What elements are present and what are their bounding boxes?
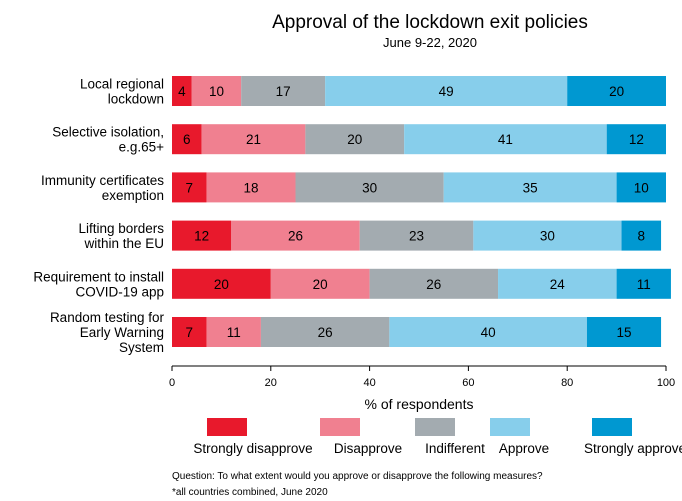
- x-tick-label: 100: [657, 377, 675, 389]
- bar-segment: [621, 220, 662, 251]
- bar-value-label: 24: [550, 277, 566, 292]
- bar-value-label: 35: [523, 180, 538, 195]
- bar-value-label: 11: [227, 325, 241, 340]
- x-tick-label: 60: [462, 377, 474, 389]
- bar-segment: [325, 76, 568, 106]
- question-note: Question: To what extent would you appro…: [172, 471, 543, 482]
- bar-value-label: 12: [629, 132, 644, 147]
- bar-segment: [201, 124, 306, 155]
- bar-segment: [606, 124, 666, 155]
- legend-label: Approve: [499, 441, 549, 456]
- bar-value-label: 21: [246, 132, 261, 147]
- bar-segment: [586, 317, 662, 347]
- footnote: *all countries combined, June 2020: [172, 487, 328, 498]
- x-tick-label: 20: [265, 377, 277, 389]
- bar-segment: [231, 220, 360, 251]
- bar-segment: [191, 76, 242, 106]
- bar-value-label: 40: [481, 325, 496, 340]
- category-label: Requirement to install COVID-19 app: [33, 269, 164, 299]
- bar-value-label: 6: [183, 132, 191, 147]
- bar-segment: [305, 124, 405, 155]
- category-label: Local regional lockdown: [80, 77, 164, 107]
- bar-value-label: 11: [637, 277, 651, 292]
- bar-value-label: 26: [288, 229, 303, 244]
- bar-value-label: 41: [498, 132, 513, 147]
- bar-segment: [404, 124, 607, 155]
- category-label: Immunity certificates exemption: [41, 173, 164, 203]
- category-label: Lifting borders within the EU: [78, 221, 164, 251]
- bar-segment: [270, 268, 370, 299]
- bar-value-label: 30: [362, 180, 377, 195]
- category-label: Selective isolation, e.g.65+: [52, 125, 164, 155]
- bar-segment: [616, 268, 671, 299]
- bar-segment: [389, 317, 587, 347]
- bar-value-label: 4: [178, 84, 186, 99]
- bar-segment: [206, 317, 261, 347]
- bar-segment: [172, 220, 232, 251]
- chart-subtitle: June 9-22, 2020: [383, 35, 477, 50]
- bar-segment: [172, 172, 207, 203]
- bar-segment: [260, 317, 390, 347]
- x-axis-label: % of respondents: [365, 396, 474, 412]
- bar-segment: [369, 268, 499, 299]
- bar-value-label: 49: [439, 84, 454, 99]
- bar-segment: [172, 268, 271, 299]
- bar-value-label: 12: [194, 229, 209, 244]
- legend-swatch: [207, 418, 247, 436]
- legend-swatch: [592, 418, 632, 436]
- bar-segment: [443, 172, 617, 203]
- bar-segment: [616, 172, 666, 203]
- bar-segment: [567, 76, 666, 106]
- legend-label: Disapprove: [334, 441, 402, 456]
- x-tick-label: 80: [561, 377, 573, 389]
- bar-segment: [172, 76, 192, 106]
- bar-value-label: 23: [409, 229, 424, 244]
- x-tick-label: 0: [169, 377, 175, 389]
- legend-label: Strongly disapprove: [193, 441, 312, 456]
- legend-swatch: [320, 418, 360, 436]
- bar-value-label: 20: [609, 84, 624, 99]
- bar-value-label: 20: [214, 277, 229, 292]
- bar-value-label: 17: [276, 84, 291, 99]
- bar-value-label: 30: [540, 229, 555, 244]
- bar-value-label: 7: [186, 180, 194, 195]
- bar-value-label: 18: [244, 180, 259, 195]
- bar-segment: [473, 220, 622, 251]
- plot-area: 4 10 17 49 20 Local regional lockdown 6 21 20 41 12…: [33, 76, 671, 355]
- bar-value-label: 26: [318, 325, 333, 340]
- chart-title: Approval of the lockdown exit policies: [272, 12, 588, 33]
- legend-swatch: [490, 418, 530, 436]
- bar-value-label: 15: [616, 325, 631, 340]
- bar-segment: [172, 124, 202, 155]
- bar-value-label: 8: [638, 229, 646, 244]
- legend-label: Strongly approve: [584, 441, 682, 456]
- legend-swatch: [415, 418, 455, 436]
- bar-segment: [206, 172, 296, 203]
- legend: Strongly disapprove Disapprove Indifferent…: [193, 418, 682, 456]
- x-axis-ticks: 0 20 40 60 80 100: [169, 366, 675, 389]
- x-tick-label: 40: [363, 377, 375, 389]
- category-label: Random testing for Early Warning System: [50, 310, 165, 355]
- bar-value-label: 20: [313, 277, 328, 292]
- bar-segment: [359, 220, 474, 251]
- bar-segment: [295, 172, 444, 203]
- bar-value-label: 10: [634, 180, 649, 195]
- bar-value-label: 26: [426, 277, 441, 292]
- bar-segment: [241, 76, 326, 106]
- bar-segment: [172, 317, 207, 347]
- legend-label: Indifferent: [425, 441, 485, 456]
- bar-value-label: 20: [347, 132, 362, 147]
- bar-segment: [498, 268, 617, 299]
- bar-value-label: 7: [186, 325, 194, 340]
- bar-value-label: 10: [209, 84, 224, 99]
